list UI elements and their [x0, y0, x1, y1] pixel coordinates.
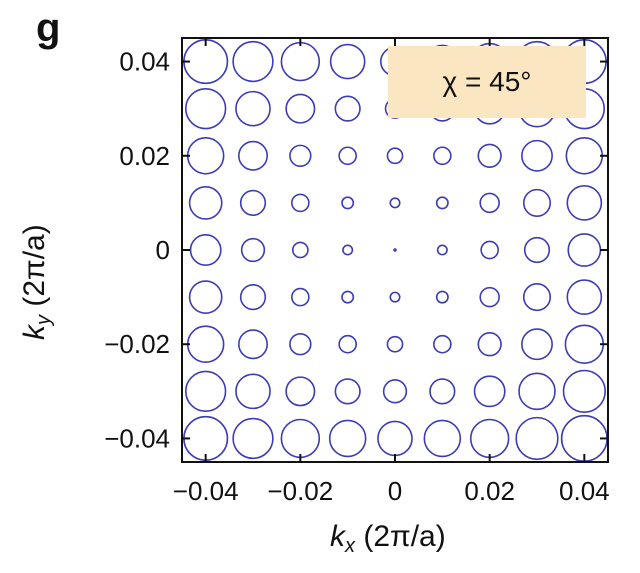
data-point	[341, 196, 355, 210]
data-point	[189, 234, 222, 266]
data-point	[433, 334, 452, 354]
data-point	[280, 41, 321, 82]
data-point	[389, 291, 401, 303]
data-point	[377, 420, 413, 457]
data-point	[477, 332, 502, 357]
data-point	[382, 379, 408, 404]
data-point	[479, 192, 500, 214]
data-point	[435, 290, 449, 304]
data-point	[186, 136, 225, 175]
x-tick-label: 0.04	[559, 476, 610, 506]
data-point	[232, 40, 274, 83]
data-point	[477, 143, 502, 168]
data-point	[184, 87, 227, 130]
data-point	[562, 369, 606, 413]
data-point	[289, 144, 312, 167]
panel-label: g	[36, 6, 61, 50]
data-point	[285, 93, 316, 124]
data-point	[566, 185, 603, 221]
x-tick-label: −0.04	[173, 476, 239, 506]
x-tick-label: 0	[388, 476, 402, 506]
data-point	[479, 286, 500, 308]
data-point	[334, 95, 361, 122]
data-point	[473, 375, 506, 408]
data-point	[291, 193, 310, 213]
data-point	[429, 378, 456, 405]
data-point	[565, 136, 604, 175]
data-point	[235, 373, 271, 410]
annotation-text: χ = 45°	[442, 66, 532, 97]
data-point	[567, 233, 602, 267]
data-point	[338, 146, 357, 166]
data-point	[515, 416, 559, 461]
data-point	[469, 418, 510, 459]
x-tick-label: −0.02	[267, 476, 333, 506]
data-point	[393, 248, 397, 252]
data-point	[289, 333, 312, 356]
data-point	[341, 290, 355, 304]
data-point	[389, 197, 401, 209]
data-point	[342, 244, 354, 256]
data-point	[436, 244, 448, 256]
data-point	[188, 185, 223, 220]
data-point	[521, 328, 553, 361]
data-point	[280, 418, 321, 459]
tick-layer: −0.04 −0.02 0 0.02 0.04 −0.04 −0.02 0 0.02 0.04	[104, 38, 610, 506]
y-tick-label: −0.02	[104, 329, 170, 359]
data-point	[186, 325, 225, 364]
annotation-box: χ = 45°	[388, 46, 586, 118]
x-axis-label: kx (2π/a)	[330, 520, 446, 557]
data-point	[522, 188, 552, 217]
data-point	[522, 283, 552, 312]
data-point	[386, 147, 404, 165]
data-point	[329, 43, 366, 80]
data-point	[240, 237, 266, 263]
data-point	[521, 139, 553, 172]
data-point	[238, 329, 269, 360]
y-axis-label: ky (2π/a)	[18, 224, 55, 340]
data-point	[523, 236, 551, 264]
data-point	[564, 324, 605, 364]
data-point	[291, 287, 310, 307]
data-point	[518, 372, 556, 411]
data-point	[566, 279, 603, 315]
data-point	[239, 189, 267, 216]
data-point	[386, 335, 404, 353]
data-point	[328, 419, 367, 458]
data-point	[232, 417, 274, 460]
y-tick-label: 0	[156, 235, 170, 265]
data-point	[480, 240, 499, 260]
y-tick-label: −0.04	[104, 423, 170, 453]
data-point	[433, 146, 452, 166]
x-tick-label: 0.02	[464, 476, 515, 506]
data-point	[184, 370, 227, 413]
data-point	[423, 419, 462, 458]
data-point	[291, 241, 309, 259]
data-point	[183, 415, 229, 462]
data-point	[285, 376, 316, 407]
data-point	[338, 334, 357, 354]
data-point	[183, 38, 229, 85]
data-point	[334, 378, 361, 405]
data-point	[435, 196, 449, 210]
data-point	[235, 90, 271, 127]
y-tick-label: 0.04	[119, 47, 170, 77]
data-point	[239, 284, 267, 311]
data-point	[238, 140, 269, 171]
data-point	[188, 280, 223, 315]
y-tick-label: 0.02	[119, 141, 170, 171]
